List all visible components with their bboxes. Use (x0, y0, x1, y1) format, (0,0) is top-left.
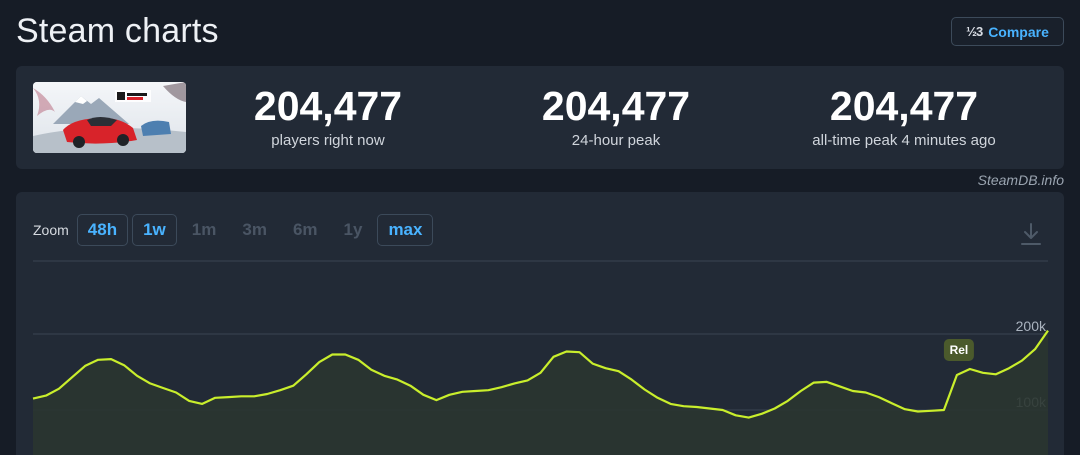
stat-label: 24-hour peak (571, 132, 661, 149)
stat-label: players right now (271, 132, 385, 149)
game-art-icon (33, 82, 186, 153)
series-line (32, 329, 1049, 419)
download-icon[interactable] (1020, 222, 1042, 246)
zoom-1m-button[interactable]: 1m (191, 220, 217, 239)
stat-players-now: 204,477 players right now (208, 84, 448, 149)
zoom-controls: Zoom 48h 1w 1m 3m 6m 1y max (33, 214, 434, 246)
stat-value: 204,477 (829, 83, 979, 129)
steamdb-credit-link[interactable]: SteamDB.info (977, 172, 1064, 188)
stats-card: 204,477 players right now 204,477 24-hou… (16, 66, 1064, 169)
zoom-1y-button[interactable]: 1y (343, 220, 363, 239)
zoom-1w-button[interactable]: 1w (132, 214, 177, 246)
stat-label: all-time peak 4 minutes ago (812, 132, 996, 149)
zoom-48h-button[interactable]: 48h (76, 214, 129, 246)
fraction-icon: ½3 (966, 24, 983, 39)
zoom-label: Zoom (33, 222, 69, 238)
stat-24h-peak: 204,477 24-hour peak (496, 84, 736, 149)
player-count-chart: 200k100kRel (32, 260, 1049, 455)
page-title: Steam charts (16, 12, 219, 50)
stat-value: 204,477 (253, 83, 403, 129)
zoom-3m-button[interactable]: 3m (242, 220, 267, 239)
game-thumbnail[interactable] (33, 82, 186, 153)
compare-label: Compare (988, 23, 1049, 40)
zoom-max-button[interactable]: max (377, 214, 434, 246)
y-tick-label-200k: 200k (1016, 318, 1047, 334)
annotation-badge (943, 339, 974, 361)
chart-card: 200k100kRel Zoom 48h 1w 1m 3m 6m 1y max (16, 192, 1064, 455)
series-area (33, 330, 1048, 455)
compare-button[interactable]: ½3 Compare (951, 17, 1064, 46)
annotation-label: Rel (950, 343, 969, 357)
zoom-6m-button[interactable]: 6m (292, 220, 318, 239)
stat-value: 204,477 (541, 83, 691, 129)
stat-all-time-peak: 204,477 all-time peak 4 minutes ago (784, 84, 1024, 149)
